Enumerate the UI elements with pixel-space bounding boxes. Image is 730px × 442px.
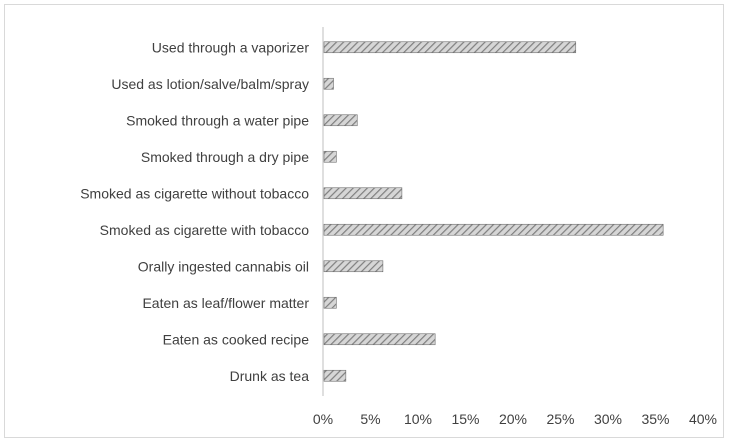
bar-smoked-through-a-water-pipe bbox=[323, 114, 358, 127]
bar-smoked-through-a-dry-pipe bbox=[323, 150, 337, 163]
category-label-used-through-a-vaporizer: Used through a vaporizer bbox=[152, 39, 310, 55]
x-tick-label-35pct: 35% bbox=[641, 411, 669, 427]
chart-area: Used through a vaporizer Used as lotion/s… bbox=[4, 4, 724, 438]
category-label-smoked-through-a-dry-pipe: Smoked through a dry pipe bbox=[141, 149, 309, 165]
category-label-eaten-as-cooked-recipe: Eaten as cooked recipe bbox=[163, 331, 310, 347]
bar-eaten-as-leaf-flower-matter bbox=[323, 296, 337, 309]
x-tick-label-25pct: 25% bbox=[546, 411, 574, 427]
category-label-smoked-as-cigarette-with-tobacco: Smoked as cigarette with tobacco bbox=[100, 222, 310, 238]
bar-used-through-a-vaporizer bbox=[323, 41, 577, 54]
bar-smoked-as-cigarette-without-tobacco bbox=[323, 187, 403, 200]
x-tick-label-5pct: 5% bbox=[360, 411, 380, 427]
x-tick-label-40pct: 40% bbox=[689, 411, 717, 427]
category-label-orally-ingested-cannabis-oil: Orally ingested cannabis oil bbox=[138, 258, 309, 274]
bar-eaten-as-cooked-recipe bbox=[323, 333, 436, 346]
bar-smoked-as-cigarette-with-tobacco bbox=[323, 223, 664, 236]
category-labels: Used through a vaporizer Used as lotion/s… bbox=[80, 39, 309, 384]
x-tick-label-0pct: 0% bbox=[313, 411, 333, 427]
x-tick-label-30pct: 30% bbox=[594, 411, 622, 427]
category-label-used-as-lotion-salve-balm-spray: Used as lotion/salve/balm/spray bbox=[111, 76, 309, 92]
x-tick-label-20pct: 20% bbox=[499, 411, 527, 427]
bars-group bbox=[323, 41, 664, 382]
bar-orally-ingested-cannabis-oil bbox=[323, 260, 384, 273]
category-label-drunk-as-tea: Drunk as tea bbox=[230, 368, 310, 384]
bar-chart: Used through a vaporizer Used as lotion/s… bbox=[80, 27, 717, 427]
tick-labels: 0% 5% 10% 15% 20% 25% 30% 35% 40% bbox=[313, 411, 717, 427]
category-label-eaten-as-leaf-flower-matter: Eaten as leaf/flower matter bbox=[142, 295, 309, 311]
x-tick-label-10pct: 10% bbox=[404, 411, 432, 427]
category-label-smoked-through-a-water-pipe: Smoked through a water pipe bbox=[126, 112, 309, 128]
category-label-smoked-as-cigarette-without-tobacco: Smoked as cigarette without tobacco bbox=[80, 185, 309, 201]
bar-drunk-as-tea bbox=[323, 369, 347, 382]
bar-used-as-lotion-salve-balm-spray bbox=[323, 77, 334, 90]
x-tick-label-15pct: 15% bbox=[451, 411, 479, 427]
